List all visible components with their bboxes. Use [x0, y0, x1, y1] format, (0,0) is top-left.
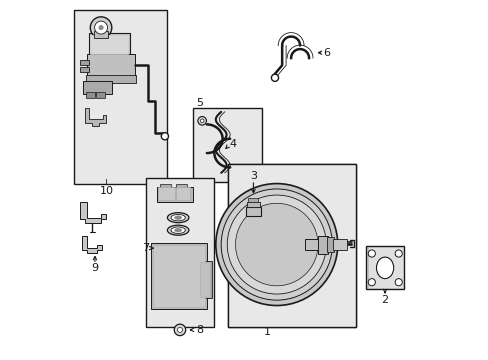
Bar — [366, 246, 403, 289]
Bar — [198, 261, 211, 298]
Bar — [158, 187, 174, 200]
Polygon shape — [80, 202, 106, 223]
Circle shape — [94, 21, 107, 34]
Text: 7: 7 — [142, 243, 149, 253]
Circle shape — [99, 26, 103, 30]
Bar — [86, 75, 136, 83]
Ellipse shape — [171, 227, 185, 233]
Circle shape — [200, 119, 203, 123]
Bar — [156, 187, 192, 202]
Text: 8: 8 — [196, 325, 203, 335]
Ellipse shape — [174, 216, 182, 220]
Bar — [246, 207, 260, 216]
Ellipse shape — [167, 225, 188, 235]
Bar — [86, 54, 135, 76]
Bar — [332, 239, 346, 250]
Bar — [367, 247, 402, 288]
Bar — [74, 10, 167, 184]
Text: 6: 6 — [323, 48, 330, 58]
Circle shape — [235, 203, 317, 286]
Ellipse shape — [171, 215, 185, 221]
Bar — [153, 244, 204, 307]
Circle shape — [174, 324, 185, 336]
Bar — [88, 33, 129, 56]
Circle shape — [177, 327, 182, 332]
Bar — [160, 184, 171, 188]
Circle shape — [215, 184, 337, 306]
Circle shape — [394, 250, 402, 257]
Bar — [80, 59, 88, 65]
Ellipse shape — [376, 257, 393, 279]
Bar — [192, 108, 262, 182]
Bar — [247, 202, 259, 207]
Bar — [151, 243, 206, 309]
Text: 10: 10 — [99, 186, 113, 196]
Circle shape — [271, 74, 278, 81]
Circle shape — [90, 17, 112, 39]
Circle shape — [227, 195, 325, 294]
Text: 9: 9 — [91, 263, 98, 273]
Polygon shape — [82, 235, 102, 253]
Bar — [96, 92, 104, 98]
Text: 4: 4 — [229, 139, 236, 149]
Bar — [326, 237, 333, 252]
Circle shape — [394, 279, 402, 286]
Ellipse shape — [174, 228, 182, 232]
Bar — [305, 239, 319, 250]
Circle shape — [198, 117, 206, 125]
Text: 2: 2 — [381, 295, 388, 305]
Bar — [248, 198, 258, 202]
Ellipse shape — [167, 213, 188, 223]
Circle shape — [161, 133, 168, 140]
Circle shape — [367, 279, 375, 286]
Circle shape — [367, 250, 375, 257]
Bar — [94, 31, 108, 39]
Text: 3: 3 — [249, 171, 256, 181]
Bar — [228, 164, 355, 327]
Bar — [86, 92, 95, 98]
Bar — [90, 35, 128, 54]
Bar — [176, 184, 187, 188]
Bar — [318, 236, 328, 253]
Text: 1: 1 — [264, 327, 271, 337]
Bar — [175, 187, 190, 200]
Bar — [80, 67, 88, 72]
Bar — [145, 178, 214, 327]
Bar — [199, 262, 209, 297]
Circle shape — [221, 189, 332, 300]
Text: 5: 5 — [196, 98, 203, 108]
Bar — [228, 164, 355, 327]
Polygon shape — [85, 108, 106, 126]
Bar — [83, 81, 112, 94]
